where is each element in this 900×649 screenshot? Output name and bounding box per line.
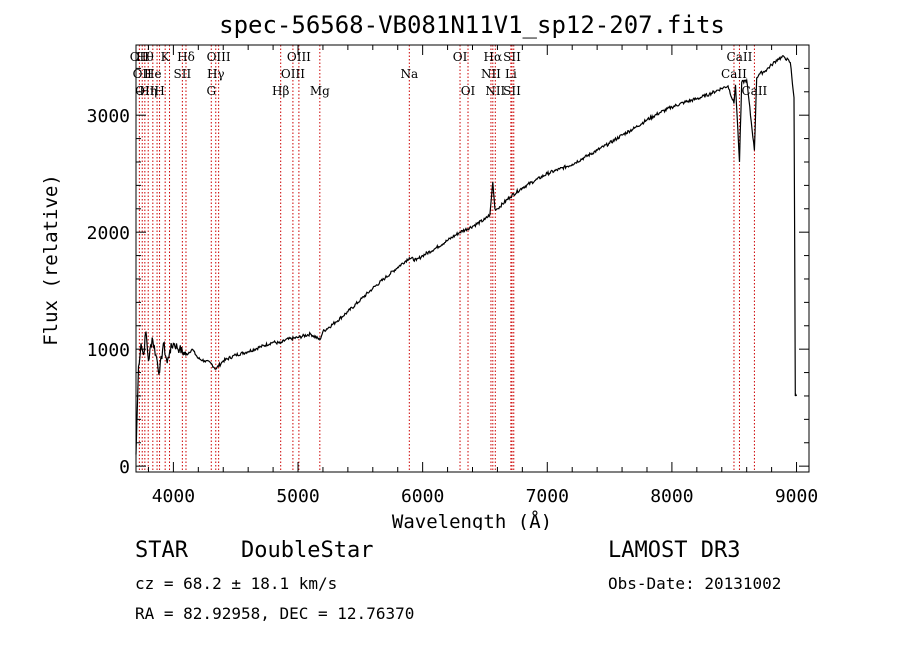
plot-frame — [135, 44, 810, 473]
y-tick-label: 3000 — [87, 106, 130, 127]
line-label: Na — [400, 67, 418, 81]
line-label: Hγ — [207, 67, 225, 81]
x-tick-label: 4000 — [152, 486, 195, 507]
line-label: Hθ — [136, 50, 154, 64]
line-label: CaII — [741, 84, 767, 98]
x-tick-label: 5000 — [276, 486, 319, 507]
emission-line-markers — [138, 45, 755, 472]
y-axis-ticks: 0 1000 2000 3000 — [87, 44, 809, 478]
line-label: OIII — [281, 67, 305, 81]
y-axis-label: Flux (relative) — [40, 174, 62, 346]
line-label: OII — [135, 84, 155, 98]
line-label: Li — [505, 67, 517, 81]
line-label: G — [206, 84, 216, 98]
line-label: Hβ — [272, 84, 289, 98]
observation-date: Obs-Date: 20131002 — [608, 574, 782, 593]
line-label: CaII — [727, 50, 753, 64]
line-label: OIII — [287, 50, 311, 64]
line-label: SII — [503, 50, 521, 64]
emission-line-labels: OIIOIIHθOIIHηHeHKSIIHδGHγOIIIHβOIIIOIIIM… — [130, 50, 768, 98]
object-subclass: DoubleStar — [241, 538, 374, 563]
spectrum-series-line — [135, 55, 798, 455]
line-label: OI — [453, 50, 468, 64]
line-label: OII — [130, 50, 150, 64]
line-label: NII — [481, 67, 501, 81]
line-label: OIII — [207, 50, 231, 64]
chart-title: spec-56568-VB081N11V1_sp12-207.fits — [219, 11, 725, 39]
line-label: OI — [461, 84, 476, 98]
survey-name: LAMOST DR3 — [608, 538, 741, 563]
line-label: He — [144, 67, 162, 81]
line-label: CaII — [721, 67, 747, 81]
line-label: SII — [503, 84, 521, 98]
x-axis-label: Wavelength (Å) — [392, 510, 552, 530]
redshift-cz: cz = 68.2 ± 18.1 km/s — [135, 574, 338, 593]
x-tick-label: 7000 — [526, 486, 569, 507]
line-label: Mg — [310, 84, 330, 98]
object-class: STAR — [135, 538, 188, 563]
y-tick-label: 2000 — [87, 223, 130, 244]
y-tick-label: 0 — [119, 457, 130, 478]
line-label: Hδ — [177, 50, 195, 64]
x-tick-label: 6000 — [401, 486, 444, 507]
line-label: Hη — [139, 84, 157, 98]
line-label: Hα — [484, 50, 503, 64]
line-label: SII — [174, 67, 192, 81]
x-tick-label: 9000 — [775, 486, 818, 507]
line-label: K — [161, 50, 171, 64]
spectrum-chart: spec-56568-VB081N11V1_sp12-207.fits OII O… — [40, 11, 818, 530]
coordinates: RA = 82.92958, DEC = 12.76370 — [135, 604, 415, 623]
y-tick-label: 1000 — [87, 340, 130, 361]
x-axis-ticks: 4000 5000 6000 7000 8000 9000 — [147, 45, 818, 507]
line-label: H — [154, 84, 164, 98]
x-tick-label: 8000 — [650, 486, 693, 507]
line-label: NII — [485, 84, 505, 98]
line-label: OII — [133, 67, 153, 81]
